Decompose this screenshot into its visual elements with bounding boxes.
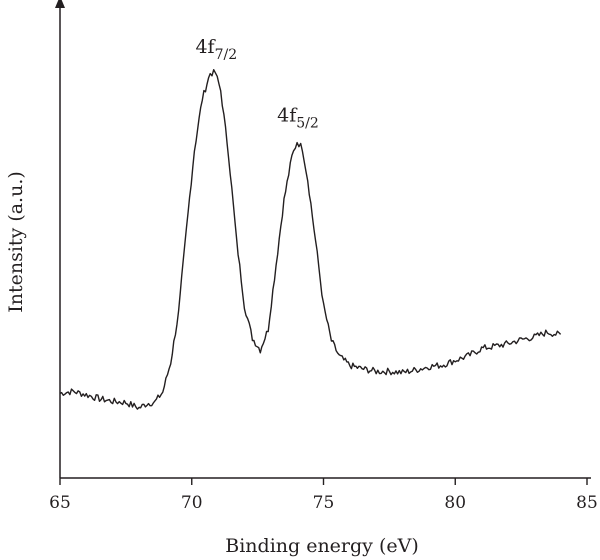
x-axis-title: Binding energy (eV) (225, 535, 419, 557)
x-tick-label-70: 70 (181, 493, 203, 513)
peak-annotations: 4f7/2 4f5/2 (195, 36, 318, 132)
x-tick-label-85: 85 (576, 493, 598, 513)
x-axis-ticks (59, 478, 588, 485)
peak-label-1: 4f5/2 (277, 105, 319, 132)
x-tick-label-80: 80 (444, 493, 466, 513)
x-axis-tick-labels: 65 70 75 80 85 (49, 493, 598, 513)
y-axis-title: Intensity (a.u.) (5, 171, 27, 313)
peak-label-0: 4f7/2 (195, 36, 237, 63)
x-tick-label-75: 75 (313, 493, 335, 513)
x-tick-label-65: 65 (49, 493, 71, 513)
intensity-curve (59, 69, 562, 410)
